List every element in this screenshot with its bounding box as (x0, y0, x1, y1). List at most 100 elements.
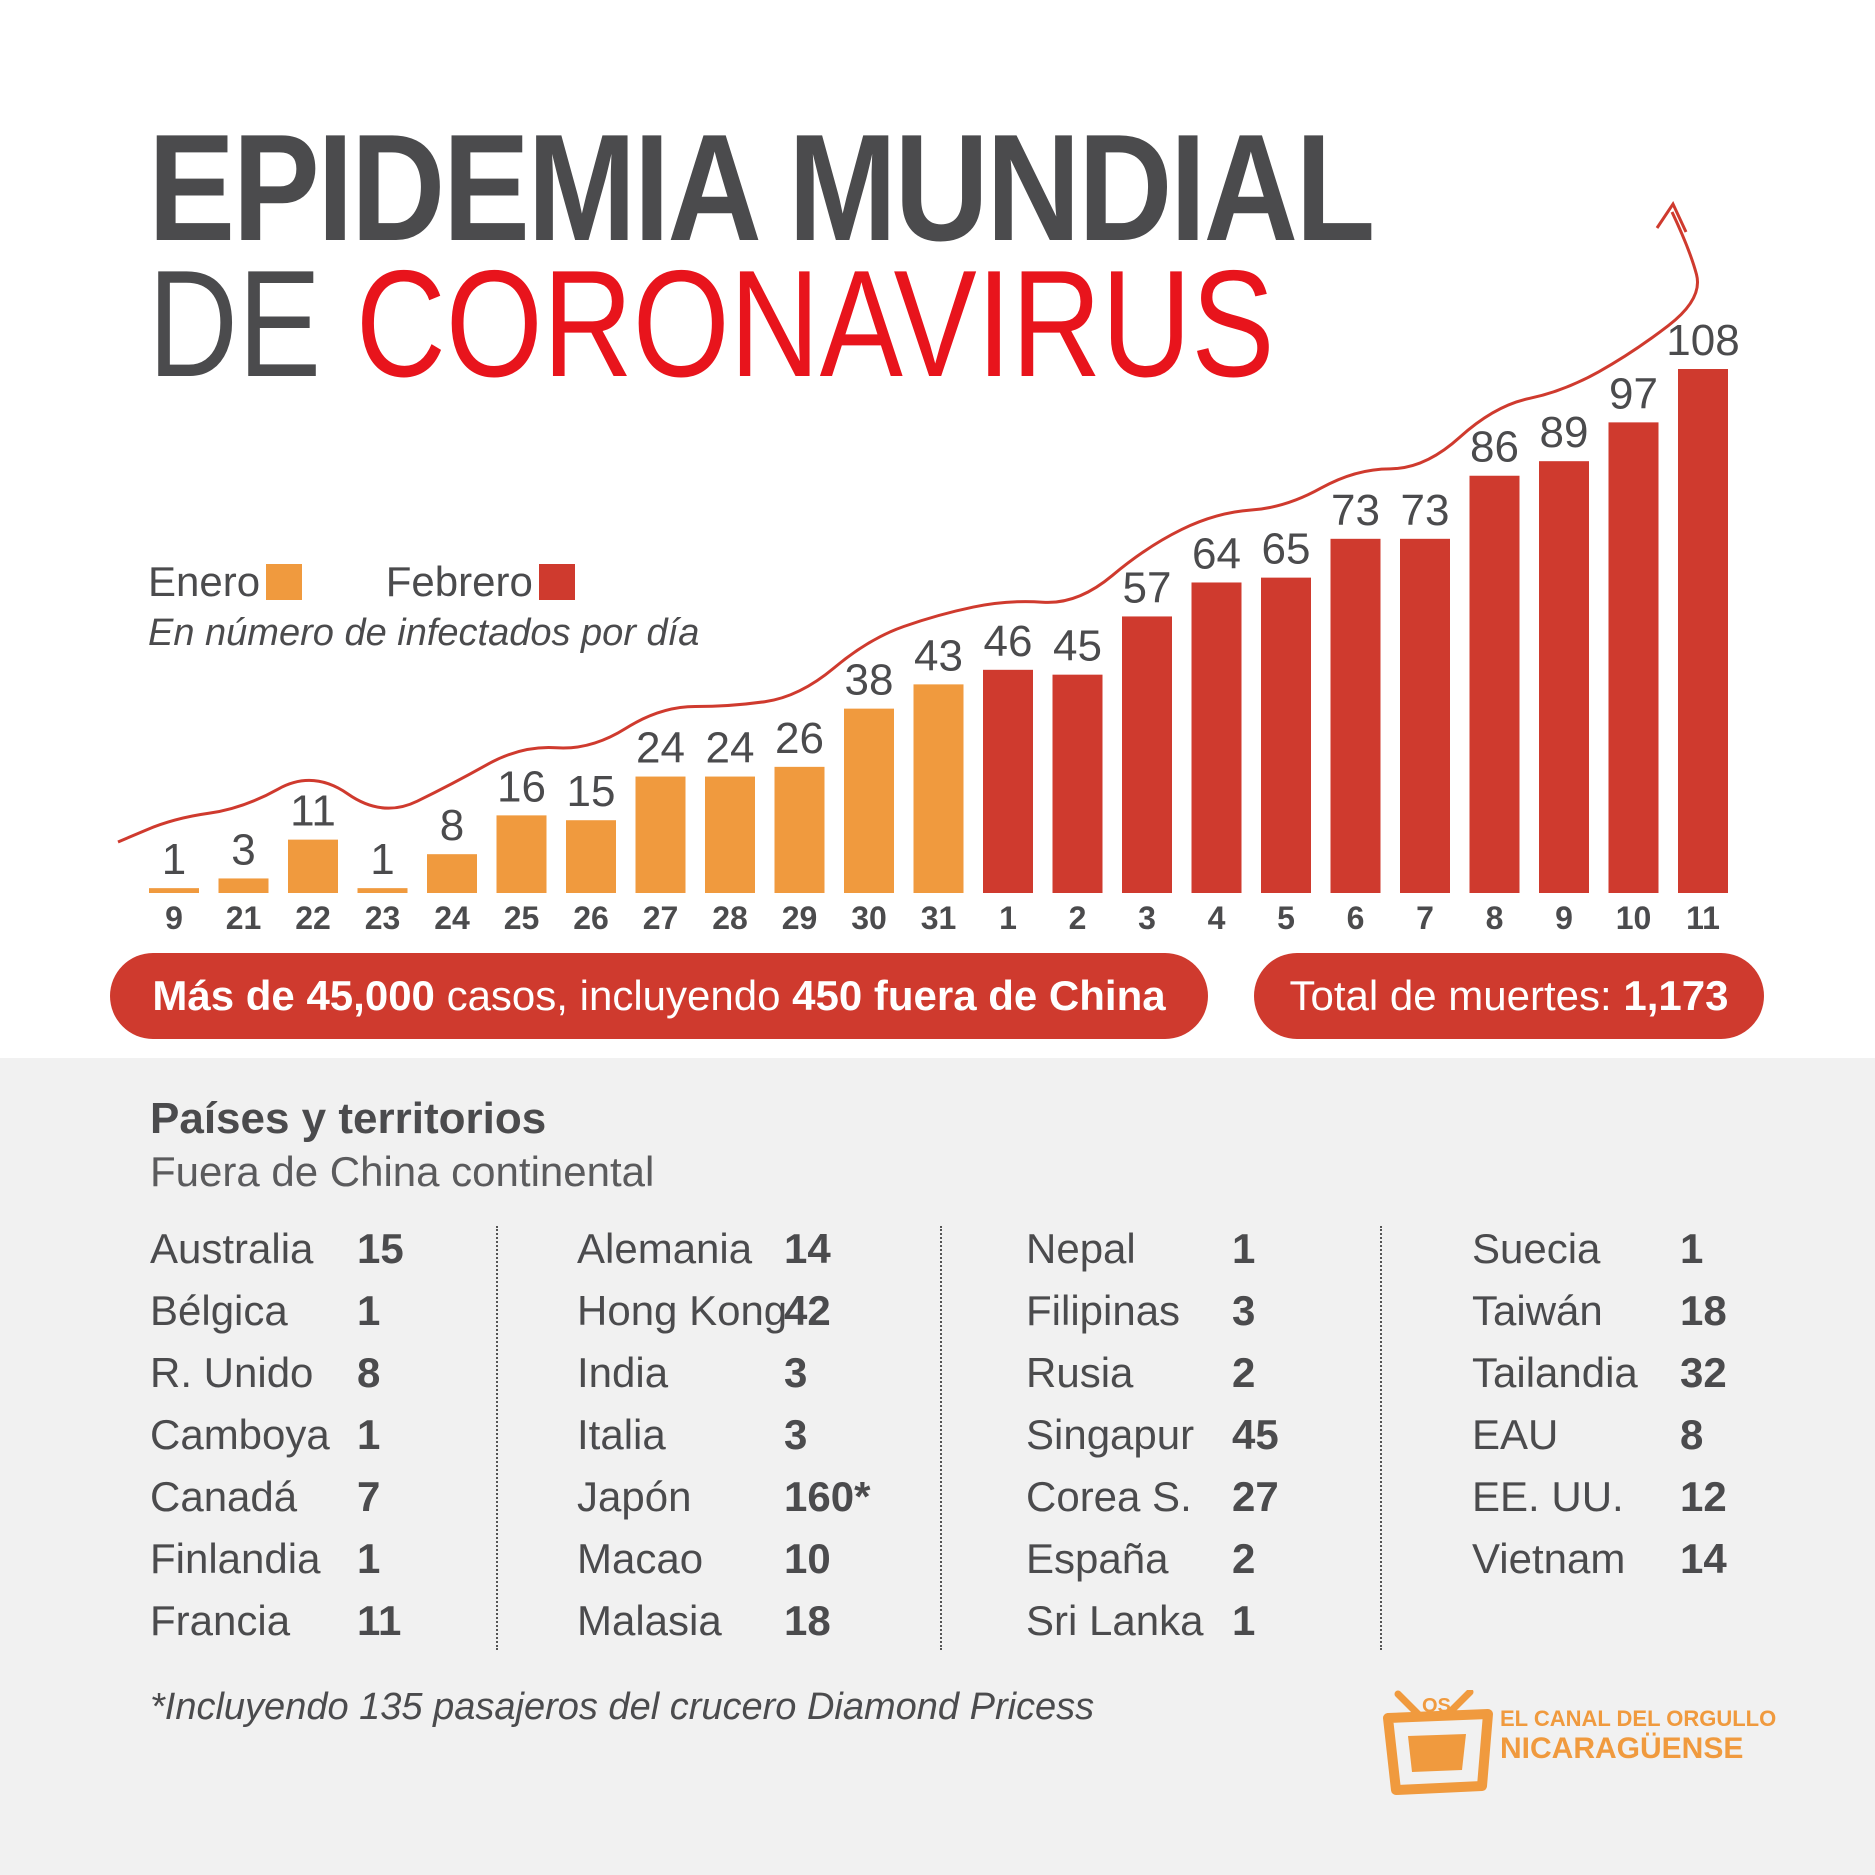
country-value: 1 (1232, 1225, 1256, 1272)
country-name: India (577, 1349, 669, 1396)
bar-16 (1191, 582, 1242, 893)
title-coronavirus: CORONAVIRUS (355, 239, 1275, 409)
data-label: 46 (984, 617, 1033, 666)
data-label: 8 (440, 801, 464, 850)
x-tick-label: 4 (1208, 900, 1226, 936)
country-value: 7 (357, 1473, 381, 1520)
country-value: 11 (357, 1597, 402, 1644)
country-value: 160* (784, 1473, 871, 1520)
tv-icon: OS (1383, 1690, 1493, 1795)
country-value: 12 (1680, 1473, 1727, 1520)
country-value: 42 (784, 1287, 831, 1334)
x-tick-label: 7 (1416, 900, 1434, 936)
x-tick-label: 25 (504, 900, 540, 936)
logo-text: EL CANAL DEL ORGULLO NICARAGÜENSE (1500, 1706, 1776, 1766)
data-label: 73 (1331, 486, 1380, 535)
country-value: 3 (1232, 1287, 1256, 1334)
logo-line1: EL CANAL DEL ORGULLO (1500, 1706, 1777, 1731)
bar-20 (1469, 475, 1520, 893)
data-label: 65 (1262, 525, 1311, 574)
country-value: 1 (357, 1287, 381, 1334)
bar-19 (1400, 538, 1450, 893)
column-divider (1380, 1226, 1382, 1650)
data-label: 73 (1401, 486, 1450, 535)
country-value: 45 (1232, 1411, 1279, 1458)
country-value: 1 (1680, 1225, 1704, 1272)
country-name: Francia (150, 1597, 291, 1644)
country-name: Singapur (1026, 1411, 1195, 1458)
svg-text:OS: OS (1422, 1695, 1451, 1717)
cases-bold: Más de 45,000 (152, 972, 435, 1019)
legend-swatch-febrero (538, 564, 575, 600)
countries-subtitle: Fuera de China continental (150, 1148, 655, 1195)
cases-summary-badge: Más de 45,000 casos, incluyendo 450 fuer… (110, 953, 1208, 1039)
country-name: Bélgica (150, 1287, 288, 1334)
bar-22 (1608, 422, 1659, 893)
country-name: Alemania (577, 1225, 753, 1272)
x-tick-label: 3 (1138, 900, 1156, 936)
data-label: 89 (1540, 408, 1589, 457)
bar-17 (1261, 577, 1311, 893)
x-tick-label: 24 (434, 900, 470, 936)
data-label: 86 (1470, 423, 1519, 472)
country-value: 2 (1232, 1349, 1256, 1396)
legend-label-febrero: Febrero (385, 558, 533, 605)
x-tick-label: 2 (1069, 900, 1087, 936)
data-label: 1 (162, 835, 186, 884)
x-tick-label: 29 (782, 900, 818, 936)
country-name: Corea S. (1026, 1473, 1192, 1520)
x-tick-label: 1 (999, 900, 1017, 936)
country-name: EE. UU. (1472, 1473, 1624, 1520)
data-label: 45 (1053, 622, 1102, 671)
bar-21 (1539, 461, 1589, 893)
country-value: 15 (357, 1225, 404, 1272)
data-label: 3 (231, 825, 255, 874)
country-name: Hong Kong (577, 1287, 788, 1334)
data-label: 15 (567, 767, 616, 816)
country-name: Vietnam (1472, 1535, 1626, 1582)
country-name: Camboya (150, 1411, 330, 1458)
country-value: 18 (784, 1597, 831, 1644)
bar-11 (844, 708, 894, 893)
cases-bold2: 450 fuera de China (792, 972, 1166, 1019)
bar-chart: 1932111221238241625152624272428262938304… (117, 200, 1740, 936)
data-label: 11 (290, 787, 336, 836)
bar-7 (566, 820, 616, 893)
x-tick-label: 22 (295, 900, 331, 936)
page-title-line2: DE CORONAVIRUS (148, 248, 1275, 400)
bar-14 (1052, 674, 1103, 893)
data-label: 24 (706, 724, 755, 773)
x-tick-label: 11 (1686, 900, 1720, 936)
country-value: 10 (784, 1535, 831, 1582)
country-name: Finlandia (150, 1535, 321, 1582)
bar-18 (1330, 538, 1381, 893)
data-label: 57 (1123, 563, 1172, 612)
chart-subtitle: En número de infectados por día (148, 612, 700, 654)
country-name: Italia (577, 1411, 666, 1458)
country-name: Sri Lanka (1026, 1597, 1204, 1644)
cases-mid: casos, incluyendo (434, 972, 793, 1019)
title-de: DE (148, 239, 322, 409)
legend-label-enero: Enero (148, 558, 261, 605)
x-tick-label: 5 (1277, 900, 1295, 936)
country-name: EAU (1472, 1411, 1559, 1458)
country-name: Nepal (1026, 1225, 1136, 1272)
bar-1 (149, 888, 199, 893)
column-divider (940, 1226, 942, 1650)
x-tick-label: 28 (712, 900, 748, 936)
x-tick-label: 23 (365, 900, 401, 936)
deaths-value: 1,173 (1623, 972, 1729, 1019)
country-value: 32 (1680, 1349, 1727, 1396)
bar-6 (496, 815, 547, 893)
country-name: Taiwán (1472, 1287, 1603, 1334)
country-value: 18 (1680, 1287, 1727, 1334)
x-tick-label: 30 (851, 900, 887, 936)
country-name: Canadá (150, 1473, 298, 1520)
x-tick-label: 9 (165, 900, 183, 936)
data-label: 1 (370, 835, 394, 884)
column-divider (496, 1226, 498, 1650)
data-label: 38 (845, 656, 894, 705)
x-tick-label: 9 (1555, 900, 1573, 936)
country-value: 14 (784, 1225, 831, 1272)
x-tick-label: 27 (643, 900, 679, 936)
